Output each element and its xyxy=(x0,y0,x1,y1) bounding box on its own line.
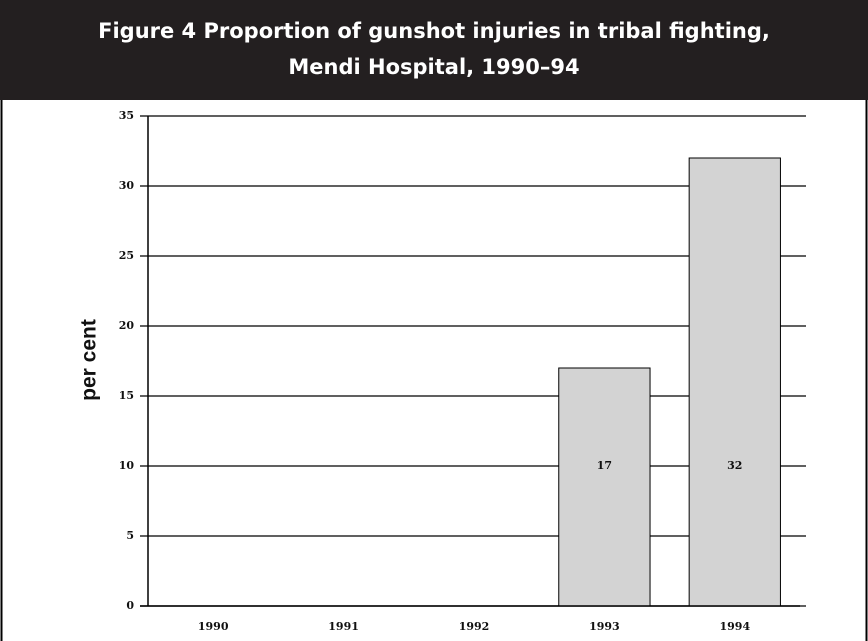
x-tick-label: 1990 xyxy=(198,620,229,633)
y-tick-label: 0 xyxy=(126,599,134,612)
y-tick-label: 10 xyxy=(119,459,135,472)
chart-title: Figure 4 Proportion of gunshot injuries … xyxy=(98,19,770,43)
x-tick-label: 1993 xyxy=(589,620,620,633)
bar xyxy=(558,367,651,607)
chart-title: Mendi Hospital, 1990–94 xyxy=(288,55,579,79)
x-tick-label: 1991 xyxy=(328,620,359,633)
y-tick-label: 20 xyxy=(119,319,135,332)
data-label: 32 xyxy=(727,459,742,472)
bar xyxy=(688,157,781,607)
data-label: 17 xyxy=(597,459,612,472)
x-tick-label: 1992 xyxy=(459,620,490,633)
header-band xyxy=(0,0,868,100)
y-tick-label: 35 xyxy=(119,109,134,122)
y-tick-label: 15 xyxy=(119,389,134,402)
y-tick-label: 30 xyxy=(119,179,135,192)
x-tick-label: 1994 xyxy=(719,620,750,633)
y-tick-label: 5 xyxy=(126,529,134,542)
y-tick-label: 25 xyxy=(119,249,134,262)
y-axis-label: per cent xyxy=(78,319,101,401)
